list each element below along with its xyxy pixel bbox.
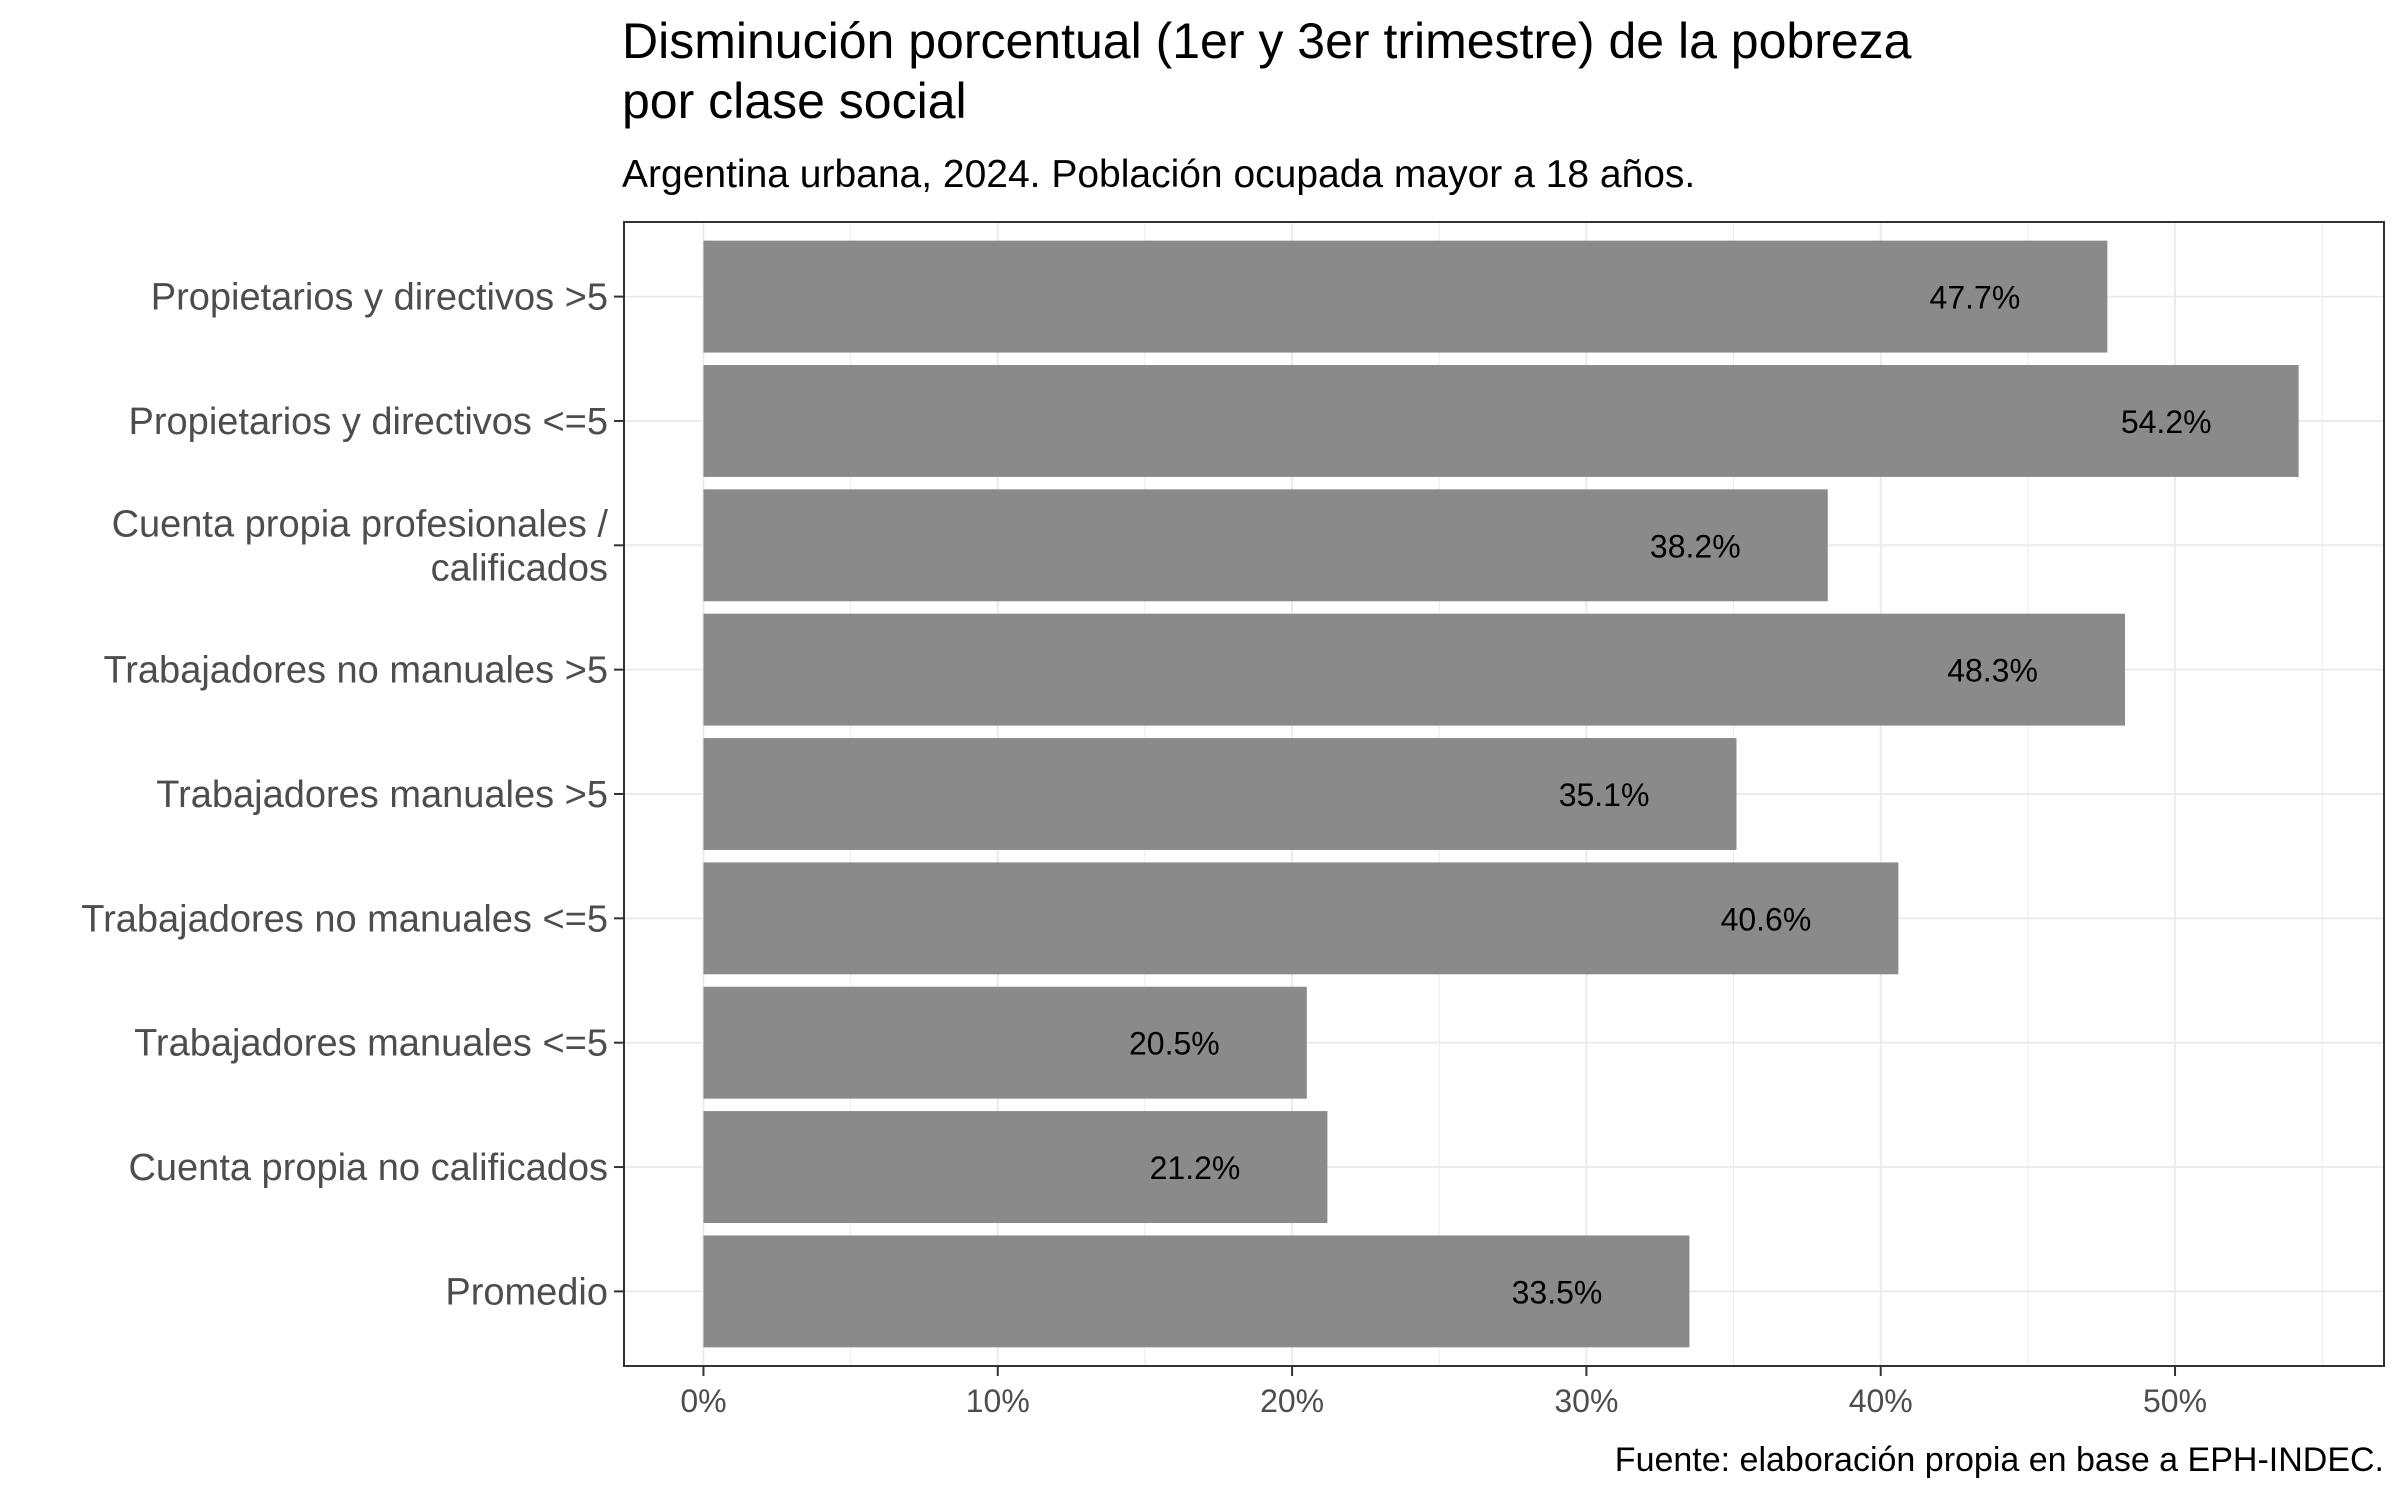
chart-caption: Fuente: elaboración propia en base a EPH… [1615,1441,2384,1479]
x-tick-label: 20% [1260,1383,1324,1419]
y-tick-label: Trabajadores manuales >5 [156,774,608,816]
x-tick-label: 40% [1849,1383,1913,1419]
chart-header: Disminución porcentual (1er y 3er trimes… [622,13,1912,196]
data-label: 47.7% [1930,280,2021,316]
data-label: 40.6% [1721,901,1812,937]
bar [703,738,1737,850]
bar [703,862,1899,975]
y-tick-label: Propietarios y directivos >5 [151,277,608,319]
x-tick-label: 0% [680,1383,726,1419]
bar [703,613,2126,726]
y-tick-label-line: Cuenta propia profesionales / [112,503,609,545]
chart-title-line-2: por clase social [622,73,967,129]
data-label: 35.1% [1559,777,1650,813]
data-label: 54.2% [2121,404,2212,440]
chart-title-line-1: Disminución porcentual (1er y 3er trimes… [622,13,1912,69]
x-tick-label: 10% [966,1383,1030,1419]
bar [703,489,1828,602]
chart-subtitle: Argentina urbana, 2024. Población ocupad… [622,153,1695,196]
y-axis: Propietarios y directivos >5 Propietarios… [81,277,624,1313]
y-tick-label: Promedio [445,1271,608,1313]
x-tick-label: 50% [2143,1383,2207,1419]
bar [703,1111,1328,1223]
data-label: 20.5% [1129,1026,1220,1062]
y-tick-label: Cuenta propia profesionales / calificados [112,503,609,589]
y-tick-label: Trabajadores manuales <=5 [134,1023,608,1065]
data-label: 33.5% [1512,1274,1603,1310]
y-tick-label: Trabajadores no manuales >5 [103,650,608,692]
y-tick-label: Propietarios y directivos <=5 [129,401,608,443]
y-tick-label-line: calificados [431,547,608,589]
data-labels: 47.7% 54.2% 38.2% 48.3% 35.1% 40.6% 20.5% 21.2%… [1129,280,2212,1311]
x-axis: 0% 10% 20% 30% 40% 50% [680,1366,2207,1419]
bars [703,240,2299,1348]
bar [703,240,2108,353]
data-label: 48.3% [1947,653,2038,689]
bar [703,365,2299,477]
y-tick-label: Trabajadores no manuales <=5 [81,898,608,940]
x-tick-label: 30% [1554,1383,1618,1419]
bar [703,1235,1690,1348]
bar [703,986,1307,1099]
data-label: 21.2% [1150,1150,1241,1186]
data-label: 38.2% [1650,528,1741,564]
y-tick-label: Cuenta propia no calificados [128,1147,608,1189]
